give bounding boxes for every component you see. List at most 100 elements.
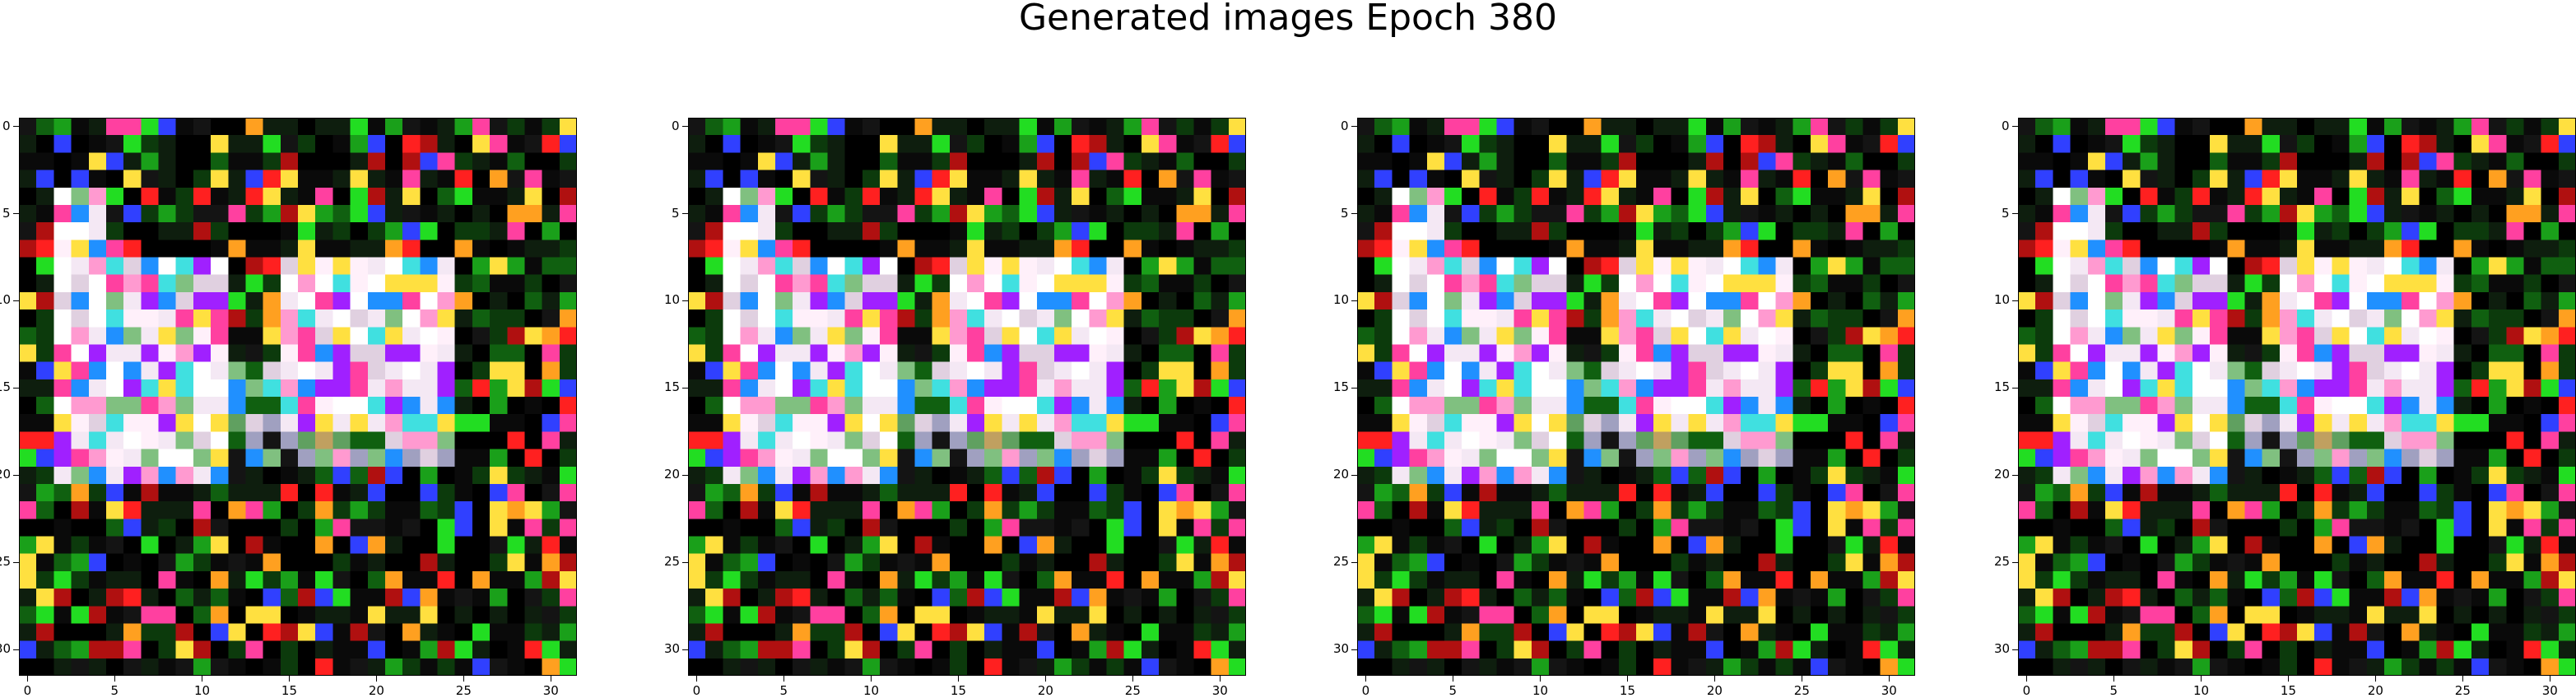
x-tick-label: 0 <box>2022 683 2031 698</box>
x-tick-mark <box>1539 676 1541 682</box>
y-tick-label: 15 <box>0 379 12 395</box>
x-tick-label: 10 <box>1532 683 1549 698</box>
axes-frame <box>19 118 577 676</box>
generated-image-1 <box>19 118 577 676</box>
y-tick-mark <box>1351 561 1357 563</box>
y-tick-mark <box>682 474 688 476</box>
y-tick-mark <box>682 649 688 650</box>
y-tick-label: 5 <box>2002 205 2010 221</box>
x-tick-label: 10 <box>863 683 880 698</box>
y-tick-mark <box>13 300 19 301</box>
y-tick-label: 10 <box>1994 292 2011 308</box>
y-tick-label: 0 <box>1341 118 1349 133</box>
y-tick-mark <box>1351 387 1357 389</box>
image-panel-3: 0 0 5 5 10 10 15 15 20 20 25 25 30 30 <box>1333 118 1915 697</box>
x-tick-label: 30 <box>542 683 559 698</box>
axes-frame <box>2018 118 2576 676</box>
y-tick-mark <box>682 126 688 128</box>
y-tick-label: 15 <box>664 379 681 395</box>
y-tick-mark <box>1351 213 1357 215</box>
x-tick-mark <box>2026 676 2028 682</box>
x-tick-label: 15 <box>1619 683 1635 698</box>
x-tick-mark <box>2200 676 2202 682</box>
x-tick-label: 20 <box>1037 683 1053 698</box>
x-tick-mark <box>957 676 959 682</box>
y-tick-label: 5 <box>1341 205 1349 221</box>
x-tick-label: 30 <box>2541 683 2558 698</box>
y-tick-mark <box>682 300 688 301</box>
x-tick-label: 30 <box>1881 683 1897 698</box>
y-tick-mark <box>13 561 19 563</box>
y-tick-label: 10 <box>0 292 12 308</box>
x-tick-mark <box>1626 676 1628 682</box>
y-tick-label: 20 <box>0 467 12 482</box>
y-tick-mark <box>13 213 19 215</box>
x-tick-label: 10 <box>2192 683 2210 698</box>
y-tick-mark <box>2012 300 2018 301</box>
y-tick-mark <box>682 387 688 389</box>
y-tick-label: 30 <box>664 641 681 657</box>
x-tick-label: 0 <box>692 683 701 698</box>
image-panel-4: 0 0 5 5 10 10 15 15 20 20 25 25 30 30 <box>1994 118 2576 697</box>
axes-frame <box>1357 118 1915 676</box>
y-tick-label: 25 <box>0 554 12 570</box>
x-tick-mark <box>696 676 698 682</box>
y-tick-label: 25 <box>1333 554 1350 570</box>
x-tick-mark <box>2374 676 2376 682</box>
y-tick-label: 30 <box>1333 641 1350 657</box>
x-tick-mark <box>1713 676 1715 682</box>
y-tick-label: 15 <box>1333 379 1350 395</box>
y-tick-label: 25 <box>664 554 681 570</box>
x-tick-label: 5 <box>2109 683 2118 698</box>
y-tick-mark <box>1351 474 1357 476</box>
y-tick-mark <box>2012 474 2018 476</box>
x-tick-mark <box>2287 676 2289 682</box>
y-tick-mark <box>1351 126 1357 128</box>
x-tick-label: 25 <box>2454 683 2471 698</box>
x-tick-mark <box>27 676 29 682</box>
y-tick-mark <box>682 561 688 563</box>
x-tick-label: 25 <box>455 683 472 698</box>
image-panel-1: 0 0 5 5 10 10 15 15 20 20 25 25 30 30 <box>0 118 577 697</box>
y-tick-label: 25 <box>1994 554 2011 570</box>
y-tick-mark <box>2012 387 2018 389</box>
x-tick-mark <box>870 676 872 682</box>
image-panel-2: 0 0 5 5 10 10 15 15 20 20 25 25 30 30 <box>664 118 1246 697</box>
y-tick-label: 0 <box>2002 118 2010 133</box>
y-tick-label: 5 <box>672 205 680 221</box>
y-tick-label: 10 <box>664 292 681 308</box>
x-tick-mark <box>288 676 290 682</box>
x-tick-label: 15 <box>950 683 966 698</box>
axes-frame <box>688 118 1246 676</box>
y-tick-mark <box>682 213 688 215</box>
x-tick-label: 5 <box>110 683 119 698</box>
x-tick-label: 30 <box>1211 683 1228 698</box>
y-tick-mark <box>1351 300 1357 301</box>
y-tick-label: 0 <box>672 118 680 133</box>
y-tick-label: 20 <box>1333 467 1350 482</box>
x-tick-mark <box>1132 676 1133 682</box>
y-tick-label: 20 <box>664 467 681 482</box>
generated-image-4 <box>2018 118 2576 676</box>
x-tick-label: 10 <box>193 683 211 698</box>
x-tick-label: 5 <box>1448 683 1458 698</box>
y-tick-label: 30 <box>1994 641 2011 657</box>
y-tick-mark <box>2012 561 2018 563</box>
y-tick-label: 0 <box>2 118 11 133</box>
y-tick-label: 15 <box>1994 379 2011 395</box>
x-tick-label: 25 <box>1793 683 1810 698</box>
y-tick-mark <box>2012 126 2018 128</box>
x-tick-mark <box>1044 676 1046 682</box>
y-tick-label: 30 <box>0 641 12 657</box>
x-tick-label: 0 <box>1361 683 1370 698</box>
x-tick-label: 20 <box>2367 683 2383 698</box>
y-tick-mark <box>2012 649 2018 650</box>
x-tick-mark <box>783 676 785 682</box>
figure-title: Generated images Epoch 380 <box>1018 0 1558 39</box>
generated-image-3 <box>1357 118 1915 676</box>
x-tick-label: 15 <box>281 683 297 698</box>
x-tick-mark <box>1219 676 1221 682</box>
x-tick-label: 25 <box>1124 683 1141 698</box>
y-tick-mark <box>1351 649 1357 650</box>
y-tick-mark <box>13 474 19 476</box>
